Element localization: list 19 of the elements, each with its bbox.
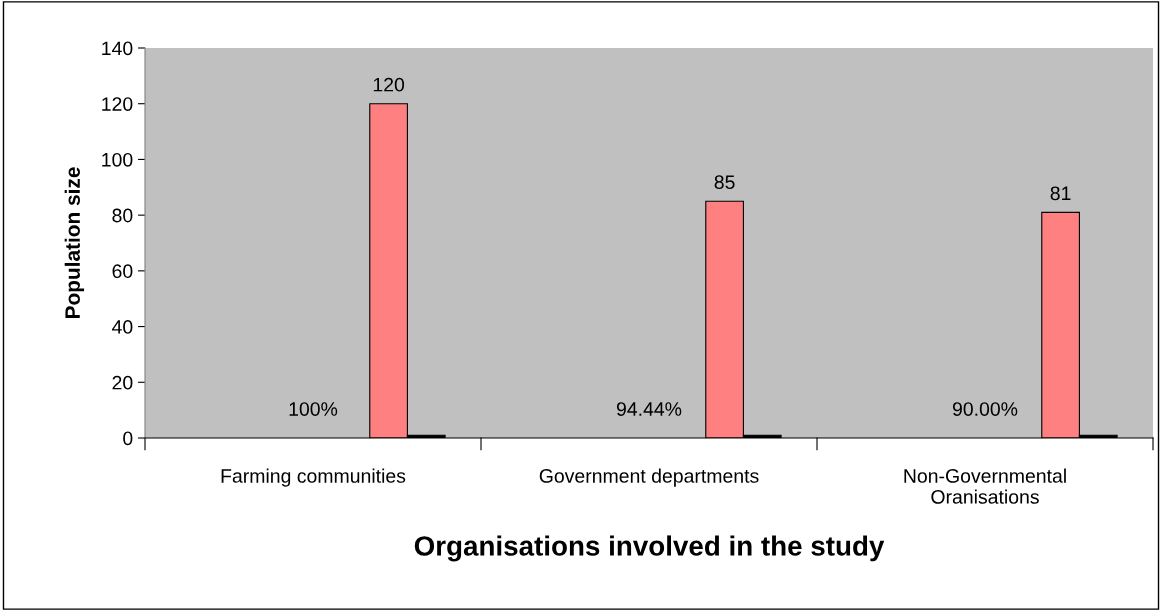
y-tick-label: 100 [102,152,133,167]
y-tick-label: 60 [112,264,133,279]
y-tick-label: 80 [112,208,133,223]
data-label: 85 [714,175,735,190]
x-tick-label: Government departments [539,468,759,487]
annotation: 100% [289,402,338,416]
annotation: 90.00% [952,402,1018,416]
y-tick-label: 20 [112,375,133,390]
data-label: 120 [373,77,405,92]
y-tick-label: 0 [123,431,133,446]
x-axis-title: Organisations involved in the study [414,535,885,562]
y-tick-label: 120 [102,97,133,111]
x-tick-label: Non-Governmental Oranisations [904,468,1066,504]
x-tick-label: Farming communities [221,468,406,487]
y-tick-label: 140 [102,41,133,56]
y-axis-title: Population size [64,167,85,318]
y-tick-label: 40 [112,320,133,334]
data-label: 81 [1050,186,1071,201]
annotation: 94.44% [616,402,682,416]
